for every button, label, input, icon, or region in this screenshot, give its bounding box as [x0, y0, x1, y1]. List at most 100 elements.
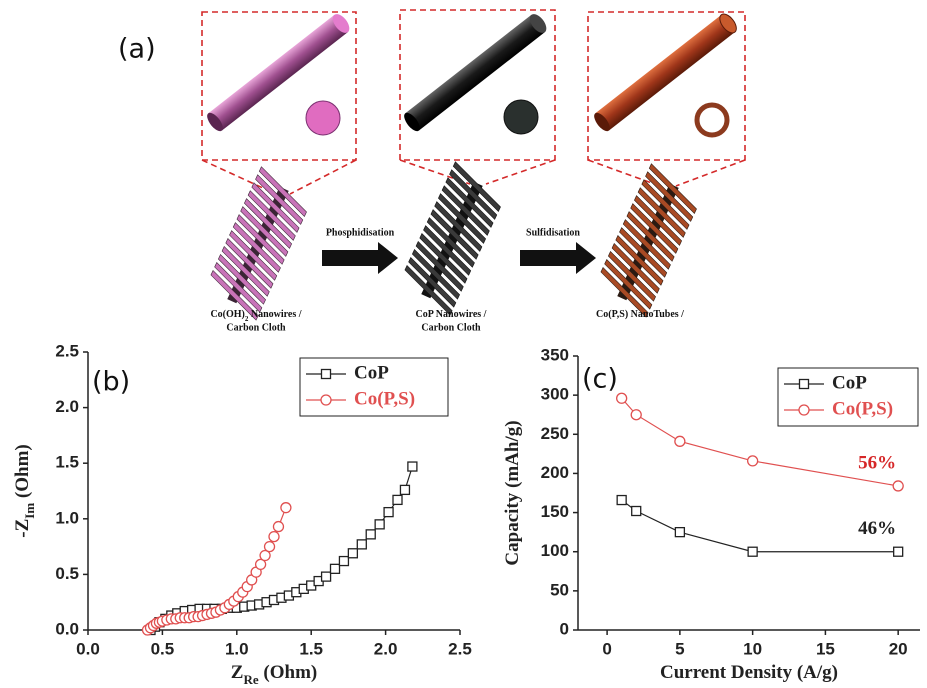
cloth-fiber [600, 266, 649, 318]
step-label: Phosphidisation [326, 227, 395, 238]
cloth-fiber [247, 190, 296, 241]
y-tick-label: 350 [541, 345, 569, 364]
legend-box [777, 367, 919, 427]
cloth-fiber [217, 254, 266, 305]
marker [365, 529, 376, 540]
label-part: Re [243, 672, 258, 687]
cloth-fiber [232, 222, 281, 273]
cloth-fiber [441, 185, 490, 236]
caption-part: 2 [245, 315, 249, 323]
cloth-fiber [434, 201, 483, 252]
y-tick-label: 150 [541, 502, 569, 521]
cloth-fiber [430, 209, 479, 260]
legend-label: Co(P,S) [832, 398, 893, 419]
cloth-fiber [258, 166, 307, 217]
marker [329, 563, 341, 574]
legend-box [299, 357, 449, 417]
cloth-fiber [423, 225, 472, 276]
label-part: (Ohm) [12, 444, 33, 503]
cloth-fiber [236, 214, 285, 265]
y-tick-label: 0 [560, 619, 569, 638]
marker [630, 409, 642, 421]
y-tick-label: 200 [541, 463, 569, 482]
marker [674, 526, 686, 538]
cloth [600, 163, 697, 318]
marker [747, 546, 758, 557]
caption: Co(P,S) NanoTubes / [596, 309, 684, 320]
marker [399, 484, 411, 496]
cloth-fiber [630, 203, 679, 254]
label-part: Im [22, 503, 37, 519]
marker [746, 455, 759, 467]
marker [407, 461, 418, 472]
y-tick-label: 300 [541, 385, 569, 404]
caption: Carbon Cloth [226, 322, 286, 333]
cloth-fiber [615, 235, 664, 286]
marker [263, 540, 276, 553]
label-part: -Z [12, 519, 33, 538]
cloth-fiber [641, 179, 690, 230]
x-tick-label: 15 [816, 639, 835, 658]
marker [356, 539, 367, 550]
caption-part: CoP Nanowires / [416, 309, 487, 320]
x-axis-label: ZRe (Ohm) [231, 662, 317, 687]
cloth-fiber [214, 261, 263, 313]
y-axis-label: Capacity (mAh/g) [502, 420, 523, 565]
cloth-fiber [438, 193, 486, 244]
y-tick-label: 2.5 [55, 341, 79, 360]
step-label: Sulfidisation [526, 227, 580, 238]
y-tick-label: 0.0 [55, 619, 79, 638]
y-tick-label: 2.0 [55, 397, 79, 416]
cloth-fiber [648, 163, 697, 214]
panel-label: (b) [92, 367, 130, 398]
marker [616, 494, 627, 506]
x-tick-label: 20 [889, 639, 908, 658]
caption: Co(OH)2 Nanowires / [210, 309, 301, 322]
x-tick-label: 10 [743, 639, 762, 658]
legend-marker [320, 394, 332, 406]
x-tick-label: 5 [675, 639, 684, 658]
nanowire [207, 13, 737, 138]
arrow [322, 242, 596, 274]
marker [383, 506, 394, 518]
y-tick-label: 0.5 [55, 564, 79, 583]
y-tick-label: 1.5 [55, 453, 79, 472]
cloth-fiber [255, 174, 304, 225]
annotation: 56% [858, 452, 896, 473]
marker [254, 558, 267, 571]
cloth-fiber [408, 256, 457, 308]
cloth-fiber [404, 264, 453, 316]
zoom-box [201, 9, 746, 195]
cloth-fiber [229, 230, 278, 281]
legend-label: Co(P,S) [354, 388, 415, 409]
y-tick-label: 1.0 [55, 508, 79, 527]
caption-part: Co(OH) [210, 309, 244, 320]
cloth-fiber [634, 195, 682, 246]
marker [280, 502, 292, 514]
cloth-fiber [419, 233, 468, 284]
caption-part: Co(P,S) NanoTubes / [596, 309, 684, 320]
legend-label: CoP [354, 362, 389, 383]
cloth-fiber [626, 211, 675, 262]
x-tick-label: 2.0 [374, 639, 398, 658]
cloth-fiber [604, 258, 653, 310]
x-tick-label: 2.5 [448, 639, 472, 658]
marker [320, 571, 332, 582]
y-tick-label: 50 [550, 580, 569, 599]
marker [268, 530, 280, 543]
series-line [621, 499, 899, 553]
cloth-fiber [210, 269, 259, 321]
label-part: (Ohm) [259, 662, 318, 683]
x-tick-label: 1.5 [299, 639, 323, 658]
cloth-fiber [622, 219, 671, 270]
marker [893, 546, 904, 557]
cloth-fiber [225, 238, 274, 289]
cloth-fiber [611, 243, 660, 294]
caption: CoP Nanowires / [416, 309, 487, 320]
x-axis-label: Current Density (A/g) [660, 662, 838, 683]
cloth-fiber [449, 169, 498, 220]
cloth-fiber [426, 217, 475, 268]
cloth-fiber [251, 182, 300, 233]
x-tick-label: 0.0 [76, 639, 100, 658]
